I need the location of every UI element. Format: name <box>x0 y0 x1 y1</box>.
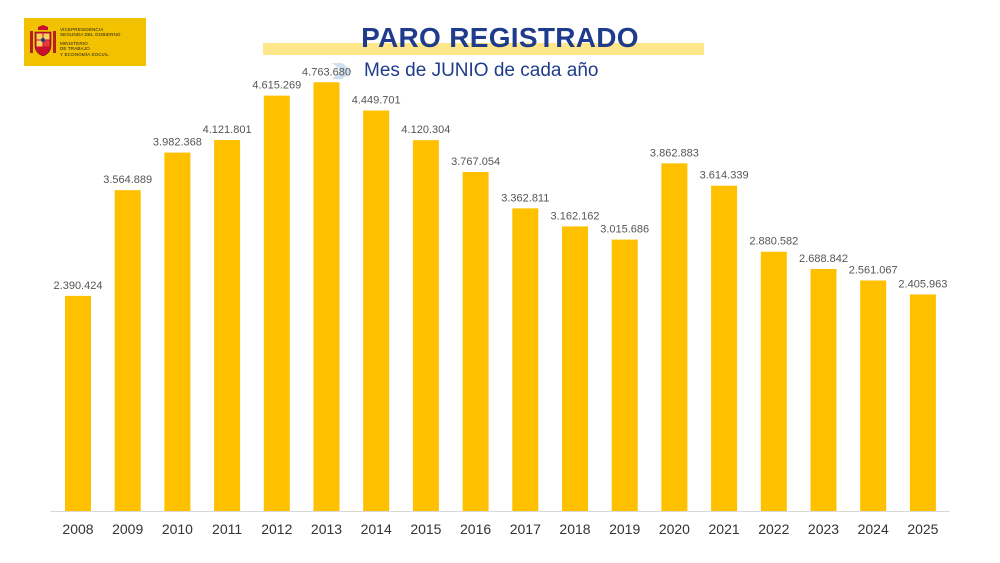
x-tick-label-2017: 2017 <box>510 521 541 537</box>
bar-2013 <box>313 82 340 511</box>
data-label-2024: 2.561.067 <box>849 265 898 277</box>
chart-title: PARO REGISTRADO <box>361 22 639 53</box>
coat-of-arms-icon <box>30 25 56 57</box>
data-label-2022: 2.880.582 <box>749 236 798 248</box>
subtitle-row: Mes de JUNIO de cada año <box>330 60 598 82</box>
logo-line-2: SEGUNDA DEL GOBIERNO <box>60 32 121 38</box>
bar-2020 <box>661 163 688 512</box>
bar-2011 <box>214 140 241 511</box>
data-label-2019: 3.015.686 <box>600 224 649 236</box>
x-tick-label-2021: 2021 <box>709 521 740 537</box>
logo-line-3: MINISTERIO <box>60 40 88 46</box>
bar-2010 <box>164 152 191 511</box>
data-label-2023: 2.688.842 <box>799 253 848 265</box>
logo-line-1: VICEPRESIDENCIA <box>60 26 104 32</box>
bar-2017 <box>512 208 539 511</box>
bar-2008 <box>65 295 91 511</box>
x-tick-label-2020: 2020 <box>659 521 690 537</box>
bar-2024 <box>860 280 887 511</box>
logo-line-4: DE TRABAJO <box>60 46 90 52</box>
data-label-2013: 4.763.680 <box>302 66 351 78</box>
bar-2016 <box>462 171 489 511</box>
data-label-2010: 3.982.368 <box>153 137 202 149</box>
x-tick-label-2018: 2018 <box>559 521 590 537</box>
bar-2022 <box>760 251 787 511</box>
bar-2009 <box>114 190 141 512</box>
data-label-2015: 4.120.304 <box>401 124 450 136</box>
data-label-2025: 2.405.963 <box>898 278 947 290</box>
x-tick-label-2014: 2014 <box>361 521 392 537</box>
x-tick-label-2009: 2009 <box>112 521 143 537</box>
bar-2023 <box>810 269 837 511</box>
x-tick-label-2023: 2023 <box>808 521 839 537</box>
x-tick-label-2015: 2015 <box>410 521 441 537</box>
x-tick-label-2024: 2024 <box>858 521 889 537</box>
x-tick-label-2022: 2022 <box>758 521 789 537</box>
title-underline-bar <box>263 43 704 55</box>
bar-2015 <box>412 140 439 511</box>
logo-line-5: Y ECONOMÍA SOCIAL <box>60 51 109 57</box>
x-tick-label-2013: 2013 <box>311 521 342 537</box>
data-label-2008: 2.390.424 <box>54 280 103 292</box>
data-label-2016: 3.767.054 <box>451 156 500 168</box>
bar-2012 <box>263 95 290 511</box>
chart-subtitle: Mes de JUNIO de cada año <box>364 60 599 81</box>
ministry-logo: VICEPRESIDENCIA SEGUNDA DEL GOBIERNO MIN… <box>24 18 146 66</box>
data-label-2014: 4.449.701 <box>352 95 401 107</box>
data-label-2021: 3.614.339 <box>700 170 749 182</box>
x-tick-label-2011: 2011 <box>212 521 242 537</box>
x-tick-label-2010: 2010 <box>162 521 193 537</box>
bar-2019 <box>611 239 638 511</box>
x-tick-label-2016: 2016 <box>460 521 491 537</box>
bar-2025 <box>909 294 936 511</box>
bar-2018 <box>562 226 588 511</box>
data-label-2011: 4.121.801 <box>203 124 252 136</box>
data-label-2009: 3.564.889 <box>103 174 152 186</box>
x-tick-label-2012: 2012 <box>261 521 292 537</box>
bar-2014 <box>363 110 390 511</box>
bar-2021 <box>711 185 738 512</box>
x-tick-label-2019: 2019 <box>609 521 640 537</box>
x-tick-label-2025: 2025 <box>907 521 938 537</box>
data-label-2018: 3.162.162 <box>551 210 600 222</box>
data-label-2012: 4.615.269 <box>252 80 301 92</box>
chevron-right-icon <box>332 63 352 79</box>
data-label-2017: 3.362.811 <box>501 192 549 204</box>
x-tick-label-2008: 2008 <box>62 521 93 537</box>
data-label-2020: 3.862.883 <box>650 147 699 159</box>
